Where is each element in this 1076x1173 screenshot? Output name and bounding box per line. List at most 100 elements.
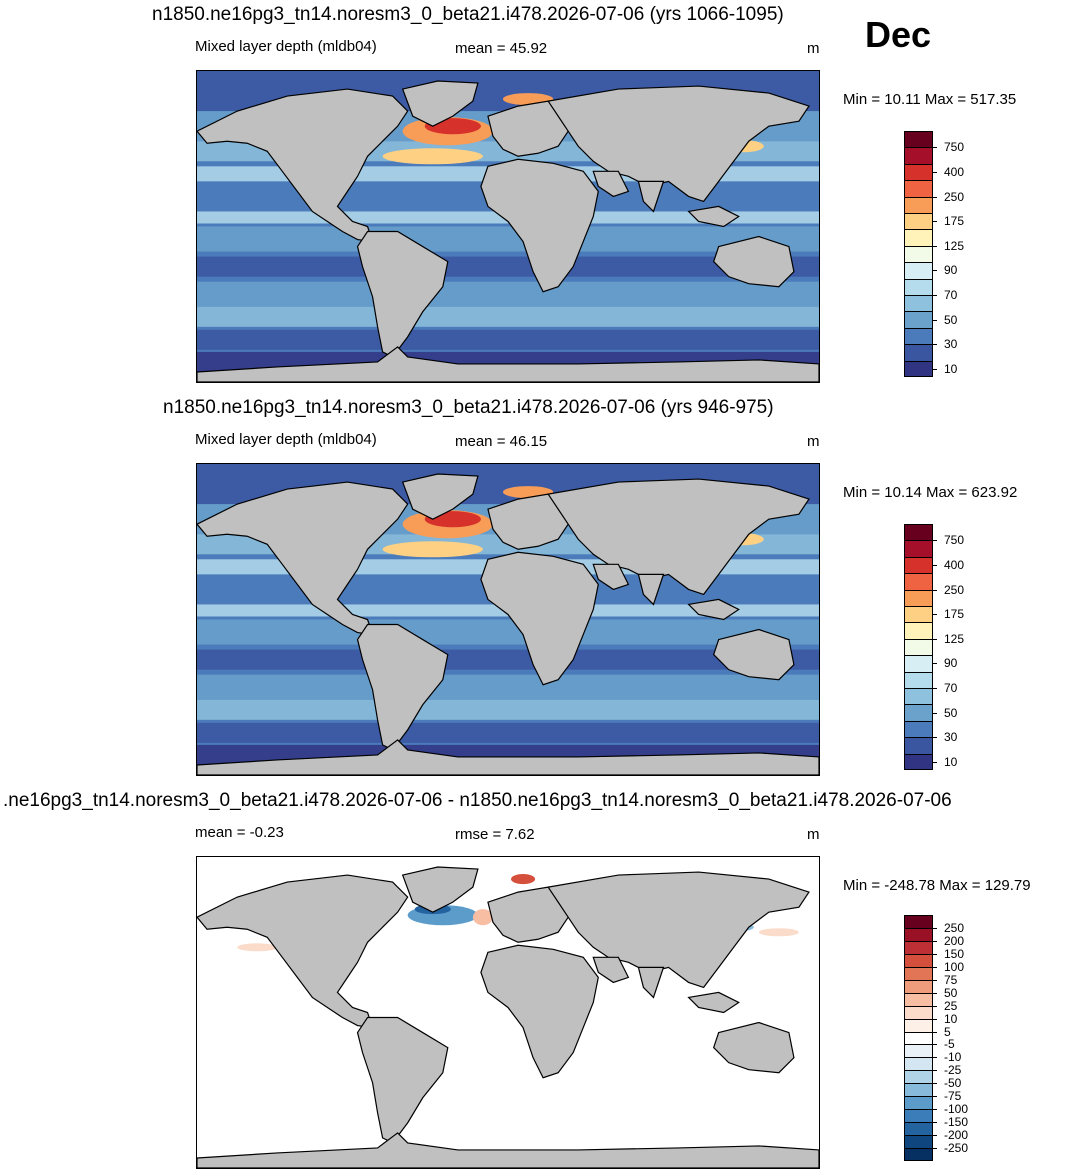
colorbar-tick-label: -25 bbox=[944, 1063, 962, 1078]
colorbar-tick-label: 200 bbox=[944, 933, 965, 948]
colorbar-swatch bbox=[904, 1018, 933, 1032]
colorbar-swatch bbox=[904, 1109, 933, 1123]
colorbar-swatch bbox=[904, 524, 933, 541]
colorbar-tick-mark bbox=[933, 688, 937, 689]
colorbar-swatch bbox=[904, 737, 933, 754]
colorbar-swatch bbox=[904, 638, 933, 656]
colorbar-swatch bbox=[904, 1057, 933, 1071]
map-svg bbox=[197, 71, 819, 382]
colorbar-tick-label: 250 bbox=[944, 582, 965, 597]
colorbar-tick-label: 90 bbox=[944, 263, 958, 278]
colorbar-swatch bbox=[904, 606, 933, 623]
colorbar-tick-label: 50 bbox=[944, 705, 958, 720]
colorbar-tick-mark bbox=[933, 712, 937, 714]
colorbar-tick-mark bbox=[933, 1148, 937, 1150]
colorbar-tick-label: 50 bbox=[944, 312, 958, 327]
left-label: Mixed layer depth (mldb04) bbox=[195, 38, 377, 55]
colorbar-swatch bbox=[904, 295, 933, 312]
colorbar-tick-mark bbox=[933, 663, 937, 665]
world-map bbox=[196, 463, 820, 776]
min-max-label: Min = 10.14 Max = 623.92 bbox=[843, 484, 1018, 501]
colorbar-tick-mark bbox=[933, 245, 937, 247]
colorbar-tick-label: -10 bbox=[944, 1050, 962, 1065]
min-max-label: Min = 10.11 Max = 517.35 bbox=[843, 91, 1017, 108]
colorbar-tick-label: 750 bbox=[944, 140, 965, 155]
colorbar-tick-mark bbox=[933, 270, 937, 272]
colorbar-swatch bbox=[904, 344, 933, 361]
colorbar-swatch bbox=[904, 753, 933, 770]
center-label: mean = 46.15 bbox=[455, 433, 548, 450]
colorbar-tick-mark bbox=[933, 761, 937, 763]
colorbar-swatch bbox=[904, 163, 933, 181]
colorbar-swatch bbox=[904, 147, 933, 164]
colorbar-tick-label: -75 bbox=[944, 1089, 962, 1104]
colorbar-tick-label: 5 bbox=[944, 1024, 951, 1039]
colorbar-swatch bbox=[904, 979, 933, 993]
colorbar-tick-label: 400 bbox=[944, 165, 965, 179]
colorbar-tick-mark bbox=[933, 540, 937, 542]
colorbar-swatch bbox=[904, 213, 933, 230]
colorbar-swatch bbox=[904, 940, 933, 954]
colorbar-tick-mark bbox=[933, 1135, 937, 1137]
colorbar-swatch bbox=[904, 540, 933, 557]
colorbar-tick-mark bbox=[933, 1057, 937, 1059]
colorbar-tick-mark bbox=[933, 295, 937, 296]
colorbar-swatch bbox=[904, 720, 933, 738]
panel-title: .ne16pg3_tn14.noresm3_0_beta21.i478.2026… bbox=[3, 790, 952, 811]
colorbar-swatch bbox=[904, 927, 933, 941]
colorbar-tick-mark bbox=[933, 1096, 937, 1098]
colorbar-tick-label: 400 bbox=[944, 558, 965, 572]
colorbar-tick-label: 125 bbox=[944, 631, 965, 646]
colorbar-swatch bbox=[904, 278, 933, 295]
panel-title: n1850.ne16pg3_tn14.noresm3_0_beta21.i478… bbox=[163, 397, 774, 418]
colorbar-swatch bbox=[904, 327, 933, 345]
colorbar-tick-label: 10 bbox=[944, 361, 958, 376]
colorbar-tick-mark bbox=[933, 979, 937, 981]
colorbar-swatch bbox=[904, 573, 933, 590]
colorbar-tick-label: 50 bbox=[944, 985, 958, 1000]
colorbar-tick-mark bbox=[933, 196, 937, 198]
colorbar-tick-mark bbox=[933, 927, 937, 929]
colorbar-swatch bbox=[904, 245, 933, 263]
colorbar-swatch bbox=[904, 311, 933, 328]
colorbar-tick-label: 75 bbox=[944, 972, 958, 987]
map-svg bbox=[197, 464, 819, 775]
units-label: m bbox=[807, 40, 820, 57]
colorbar-swatch bbox=[904, 966, 933, 980]
colorbar-tick-mark bbox=[933, 638, 937, 640]
colorbar-tick-label: -5 bbox=[944, 1037, 955, 1052]
colorbar-tick-mark bbox=[933, 1109, 937, 1111]
colorbar-tick-mark bbox=[933, 966, 937, 968]
colorbar-tick-mark bbox=[933, 1005, 937, 1007]
colorbar-tick-mark bbox=[933, 1070, 937, 1072]
colorbar-swatch bbox=[904, 1070, 933, 1084]
center-label: rmse = 7.62 bbox=[455, 826, 535, 843]
units-label: m bbox=[807, 433, 820, 450]
world-map bbox=[196, 856, 820, 1169]
colorbar-swatch bbox=[904, 655, 933, 672]
center-label: mean = 45.92 bbox=[455, 40, 548, 57]
colorbar-tick-label: 10 bbox=[944, 1011, 958, 1026]
colorbar-swatch bbox=[904, 180, 933, 197]
colorbar-swatch bbox=[904, 589, 933, 606]
colorbar-tick-label: -200 bbox=[944, 1128, 969, 1143]
colorbar-tick-label: 70 bbox=[944, 288, 958, 302]
colorbar-swatch bbox=[904, 915, 933, 928]
colorbar-swatch bbox=[904, 229, 933, 246]
colorbar: 750 400 250 175 125 90 70 50 30 10 bbox=[904, 524, 964, 770]
colorbar-tick-mark bbox=[933, 1018, 937, 1020]
colorbar-swatch bbox=[904, 1096, 933, 1110]
colorbar-tick-mark bbox=[933, 344, 937, 346]
left-label: mean = -0.23 bbox=[195, 824, 284, 841]
colorbar-tick-label: -100 bbox=[944, 1102, 969, 1117]
colorbar-swatch bbox=[904, 1148, 933, 1161]
colorbar-tick-mark bbox=[933, 1044, 937, 1046]
colorbar-tick-label: 10 bbox=[944, 754, 958, 769]
colorbar-swatch bbox=[904, 1044, 933, 1058]
colorbar-swatch bbox=[904, 1005, 933, 1019]
colorbar-swatch bbox=[904, 360, 933, 377]
colorbar: 250 200 150 100 75 50 25 10 5 -5 -10 -25 -50 -75 -100-… bbox=[904, 915, 968, 1161]
colorbar-tick-mark bbox=[933, 172, 937, 173]
colorbar-swatch bbox=[904, 704, 933, 721]
colorbar-tick-label: 250 bbox=[944, 920, 965, 935]
